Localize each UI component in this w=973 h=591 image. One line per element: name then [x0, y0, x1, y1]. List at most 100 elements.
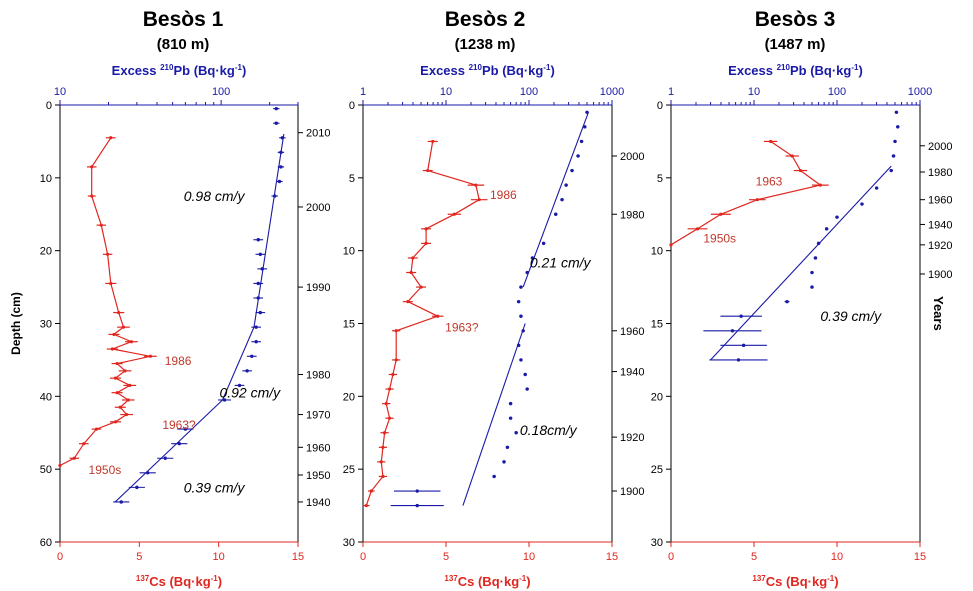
panel-2-cs-point	[394, 329, 398, 333]
panel-3-cs-point	[798, 168, 803, 173]
panel-1-date-annotation: 1950s	[89, 463, 122, 477]
panel-2-cs-point	[364, 503, 368, 508]
panel-1-cs-point	[113, 420, 118, 424]
panel-3-pb-fit-line	[710, 165, 892, 361]
panel-1-depth-tick-label: 10	[40, 173, 52, 185]
panel-2-cs-tick-label: 15	[606, 551, 618, 563]
panel-1-cs-point	[109, 281, 113, 286]
panel-3-pb-point	[894, 110, 899, 114]
panel-2-rate-annotation: 0.18cm/y	[520, 422, 578, 438]
panel-3-cs-profile-line	[670, 140, 822, 246]
panel-3-depth-tick-label: 30	[651, 537, 663, 549]
panel-2-pb-point	[492, 474, 496, 479]
panel-1-cs-point	[99, 223, 103, 227]
panel-2-cs-tick-label: 0	[360, 551, 366, 563]
panel-1-rate-annotation: 0.39 cm/y	[184, 479, 246, 495]
panel-1-cs-tick-label: 10	[213, 551, 225, 563]
panel-1-cs-point	[109, 136, 113, 140]
panel-2-year-tick-label: 1940	[620, 367, 644, 379]
panel-1-date-annotation: 1986	[165, 354, 192, 368]
panel-1-depth-tick-label: 30	[40, 319, 52, 331]
panel-2-cs-tick-label: 10	[523, 551, 535, 563]
panel-1-title: Besòs 1	[142, 8, 224, 31]
panel-1-cs-profile-line	[59, 137, 151, 467]
panel-3-cs-tick-label: 15	[914, 551, 926, 563]
panel-3-pb-point	[893, 139, 897, 144]
panel-1-pb-fit-line	[222, 326, 255, 401]
panel-1-cs-tick-label: 5	[136, 551, 142, 563]
panel-2-cs-point	[452, 212, 456, 216]
panel-2-pb-point	[560, 197, 564, 202]
panel-1-pb-point	[258, 252, 262, 257]
panel-2-year-tick-label: 1920	[620, 432, 644, 444]
panel-3-pb-point	[810, 270, 814, 275]
panel-3-depth-tick-label: 0	[657, 100, 663, 112]
panel-2-pb-point	[519, 314, 523, 318]
panel-1-pb-point	[256, 238, 260, 242]
panel-2-cs-point	[424, 227, 428, 231]
panel-1-cs-point	[82, 442, 86, 446]
panel-3-cs-point	[695, 227, 700, 231]
panel-3-pb-tick-label: 1	[668, 86, 674, 98]
panel-1-pb-point	[163, 456, 167, 460]
panel-1-pb-point	[237, 383, 242, 388]
panel-3-cs-tick-label: 0	[668, 551, 674, 563]
panel-1-pb-point	[277, 179, 282, 184]
panel-2-cs-point	[419, 285, 423, 289]
panel-1-cs-point	[129, 340, 133, 344]
panel-3-pb-point	[824, 227, 829, 231]
panel-2-year-tick-label: 1980	[620, 209, 644, 221]
panel-1-rate-annotation: 0.98 cm/y	[184, 188, 246, 204]
panel-1-pb-point	[119, 500, 123, 504]
panel-2-pb-tick-label: 100	[520, 86, 538, 98]
panel-3-depth-tick-label: 15	[651, 319, 663, 331]
panel-1-year-tick-label: 2000	[306, 202, 330, 214]
panel-2-pb-point	[514, 431, 518, 435]
panel-1-cs-point	[121, 325, 126, 329]
panel-3-pb-point	[889, 168, 893, 173]
panel-2-cs-point	[394, 358, 398, 362]
panel-1-cs-point	[110, 347, 114, 351]
panel-3-pb-tick-label: 100	[828, 86, 846, 98]
panel-2-pb-point	[570, 168, 574, 173]
panel-3-year-tick-label: 1940	[928, 219, 952, 231]
panel-3-pb-point	[813, 256, 818, 260]
panel-2-pb-point	[541, 241, 546, 246]
panel-3-cs-tick-label: 5	[751, 551, 757, 563]
panel-1-year-tick-label: 1970	[306, 410, 330, 422]
panel-1-pb-point	[256, 281, 260, 286]
panel-1-depth-tick-label: 40	[40, 391, 52, 403]
panel-1-cs-point	[58, 463, 62, 468]
panel-3-cs-point	[719, 212, 723, 216]
panel-3-year-tick-label: 1960	[928, 195, 952, 207]
panel-1-pb-point	[274, 121, 278, 125]
panel-3-pb-point	[730, 329, 735, 333]
panel-2-cs-point	[382, 431, 387, 435]
panel-1-pb-point	[177, 441, 181, 446]
panel-2-pb-point	[508, 401, 513, 406]
panel-1-depth-tick-label: 60	[40, 537, 52, 549]
panel-3-pb-point	[896, 125, 900, 129]
panel-1-cs-point	[90, 194, 94, 198]
panel-3-pb-point	[874, 186, 879, 190]
panel-2-pb-point	[554, 212, 558, 216]
panel-2-cs-profile-line	[365, 141, 480, 506]
panel-2-cs-point	[381, 445, 385, 449]
panel-2-subtitle: (1238 m)	[454, 36, 516, 53]
panel-2-pb-point	[576, 154, 580, 158]
panel-1-cs-point	[117, 310, 121, 315]
panel-2-cs-tick-label: 5	[443, 551, 449, 563]
panel-1-year-tick-label: 1980	[306, 369, 330, 381]
panel-1-pb-point	[135, 485, 139, 490]
panel-1-pb-point	[183, 427, 188, 431]
panel-2-year-tick-label: 2000	[620, 151, 644, 163]
panel-1-cs-point	[115, 391, 119, 395]
panel-1-pb-point	[258, 310, 262, 315]
panel-2-pb-point	[579, 139, 584, 144]
panel-2-pb-point	[502, 460, 506, 464]
panel-2-cs-point	[411, 256, 415, 260]
panel-2-cs-point	[424, 241, 428, 245]
panel-3-depth-tick-label: 25	[651, 464, 663, 476]
panel-2-cs-point	[477, 198, 481, 202]
panel-1-pb-point	[279, 165, 283, 169]
